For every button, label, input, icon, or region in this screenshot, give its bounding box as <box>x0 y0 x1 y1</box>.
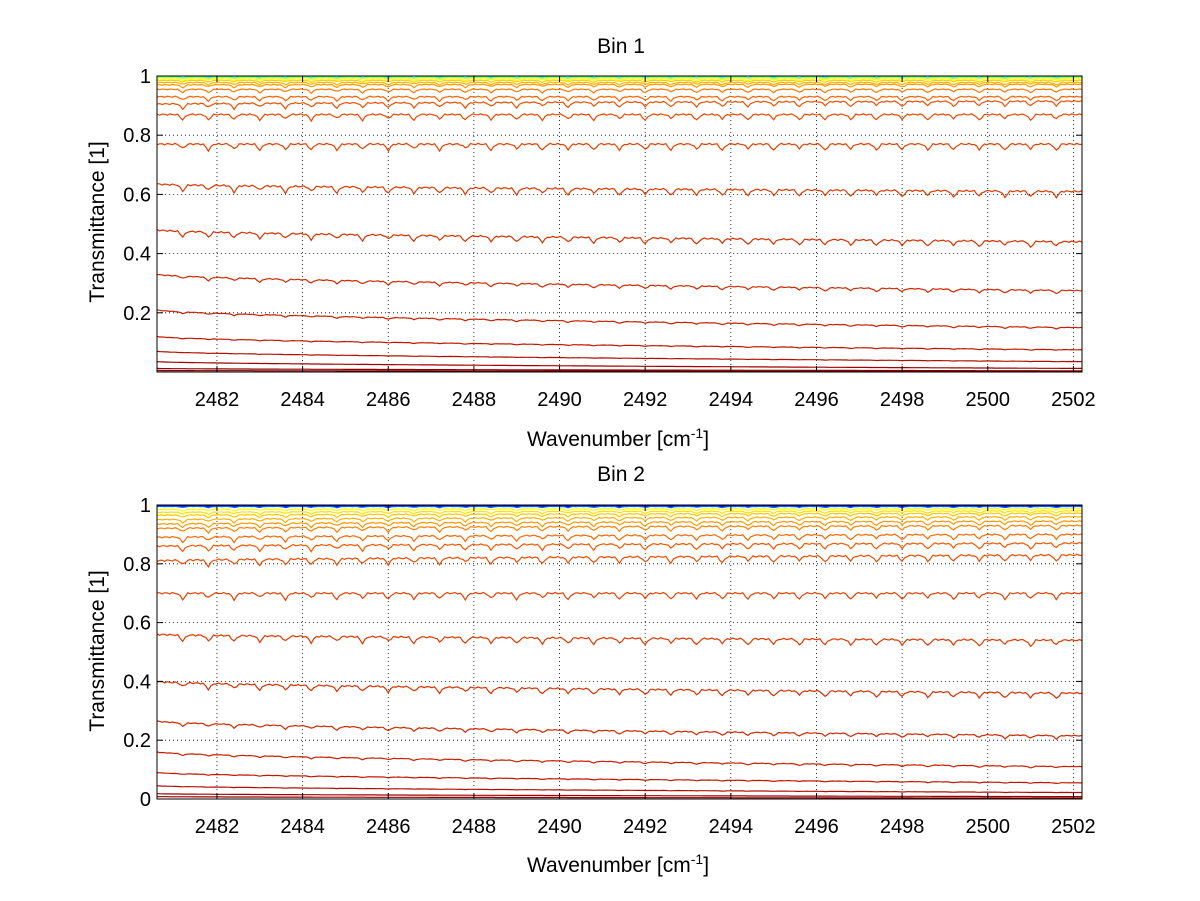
series-line <box>156 76 1082 80</box>
y-tick-label: 0.6 <box>123 184 151 206</box>
series-line <box>156 541 1083 553</box>
x-axis-label: Wavenumber [cm-1] <box>527 425 709 451</box>
series-line <box>156 520 1083 529</box>
x-tick-label: 2486 <box>366 816 411 838</box>
x-tick-label: 2486 <box>366 389 411 411</box>
y-tick-label: 0.8 <box>123 125 151 147</box>
series-line <box>156 81 1082 86</box>
series-line <box>156 113 1083 123</box>
series-line <box>156 367 1082 372</box>
series-line <box>156 533 1083 544</box>
y-tick-label: 0.4 <box>123 244 151 266</box>
series-line <box>157 183 1083 199</box>
series-line <box>156 509 1083 516</box>
series-line <box>156 78 1083 82</box>
series-line <box>156 785 1082 794</box>
x-tick-label: 2482 <box>195 816 240 838</box>
series-line <box>156 309 1083 330</box>
y-tick-label: 0.2 <box>123 730 151 752</box>
x-tick-label: 2502 <box>1051 816 1096 838</box>
series-line <box>156 512 1082 519</box>
plot-title: Bin 1 <box>597 35 645 58</box>
axes-box <box>156 504 1083 800</box>
x-tick-label: 2494 <box>709 389 754 411</box>
y-tick-label: 0 <box>140 789 151 811</box>
series-line <box>156 504 1083 507</box>
x-tick-label: 2488 <box>452 389 497 411</box>
x-tick-label: 2484 <box>280 389 325 411</box>
y-tick-label: 0.4 <box>123 671 151 693</box>
x-tick-label: 2496 <box>794 816 839 838</box>
x-tick-label: 2494 <box>709 816 754 838</box>
series-line <box>156 361 1082 369</box>
y-axis-label: Transmittance [1] <box>86 141 109 302</box>
x-tick-label: 2502 <box>1051 389 1096 411</box>
y-tick-label: 0.2 <box>123 303 151 325</box>
series-line <box>156 793 1082 798</box>
series-line <box>156 507 1083 512</box>
series-line <box>156 99 1083 111</box>
series-line <box>156 142 1083 153</box>
x-axis-label: Wavenumber [cm-1] <box>527 851 709 877</box>
y-axis-label: Transmittance [1] <box>86 570 109 731</box>
series-line <box>156 515 1083 524</box>
grid <box>157 76 1082 372</box>
x-tick-label: 2500 <box>966 816 1011 838</box>
series-line <box>156 720 1083 741</box>
x-tick-label: 2498 <box>880 389 925 411</box>
x-tick-label: 2492 <box>623 816 668 838</box>
series-line <box>156 680 1083 700</box>
series-line <box>156 524 1082 535</box>
series-line <box>156 228 1083 249</box>
y-tick-label: 0.8 <box>123 554 151 576</box>
x-tick-label: 2500 <box>966 389 1011 411</box>
x-tick-label: 2498 <box>880 816 925 838</box>
series-line <box>156 350 1083 363</box>
y-tick-label: 1 <box>140 66 151 88</box>
series-line <box>156 79 1083 84</box>
series-line <box>156 88 1083 95</box>
x-tick-label: 2488 <box>452 816 497 838</box>
bin-2-plot: Bin 2 2482 2484 2486 2488 2490 2492 2494 2496 24… <box>86 463 1096 877</box>
x-tick-label: 2482 <box>195 389 240 411</box>
axis-ticks: 2482 2484 2486 2488 2490 2492 2494 2496 2498 2500… <box>123 66 1095 411</box>
series-line <box>157 369 1082 372</box>
series-line <box>156 772 1082 785</box>
x-tick-label: 2484 <box>280 816 325 838</box>
axis-ticks: 2482 2484 2486 2488 2490 2492 2494 2496 2498 2500… <box>123 495 1095 838</box>
x-tick-label: 2490 <box>537 816 582 838</box>
series-line <box>156 591 1083 602</box>
series-line <box>156 633 1083 648</box>
series-line <box>156 751 1083 769</box>
plot-title: Bin 2 <box>597 463 645 486</box>
series-line <box>156 335 1083 351</box>
x-tick-label: 2492 <box>623 389 668 411</box>
series-line <box>156 796 1082 799</box>
y-tick-label: 1 <box>140 495 151 517</box>
grid <box>157 505 1082 799</box>
series-line <box>156 553 1083 569</box>
series-group <box>156 75 1083 372</box>
bin-1-plot: Bin 1 2482 2484 2486 2488 2490 2492 2494 2496 24… <box>86 35 1096 451</box>
y-tick-label: 0.6 <box>123 613 151 635</box>
axes-box <box>156 75 1083 373</box>
series-line <box>156 505 1082 509</box>
series-line <box>156 273 1082 295</box>
series-line <box>156 83 1083 89</box>
x-tick-label: 2496 <box>794 389 839 411</box>
series-group <box>156 504 1083 799</box>
series-line <box>156 95 1083 103</box>
x-tick-label: 2490 <box>537 389 582 411</box>
